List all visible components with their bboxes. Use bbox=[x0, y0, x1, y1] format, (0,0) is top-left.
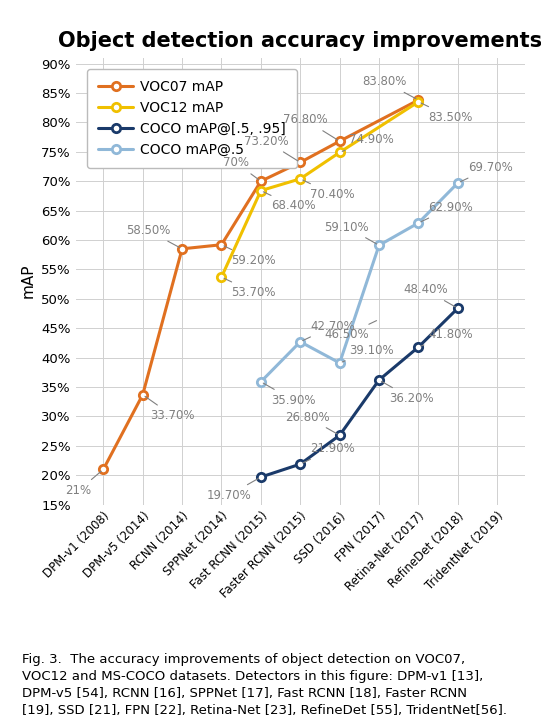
Text: 19.70%: 19.70% bbox=[206, 479, 259, 502]
Text: 69.70%: 69.70% bbox=[460, 161, 512, 182]
Text: 26.80%: 26.80% bbox=[285, 410, 337, 434]
Text: 73.20%: 73.20% bbox=[244, 135, 298, 161]
Text: 76.80%: 76.80% bbox=[283, 113, 337, 140]
Text: 35.90%: 35.90% bbox=[263, 383, 315, 407]
Text: 21.90%: 21.90% bbox=[303, 442, 355, 463]
Text: 33.70%: 33.70% bbox=[145, 397, 195, 423]
Text: 36.20%: 36.20% bbox=[381, 381, 433, 404]
Text: Fig. 3.  The accuracy improvements of object detection on VOC07,
VOC12 and MS-CO: Fig. 3. The accuracy improvements of obj… bbox=[22, 653, 506, 717]
Text: 83.80%: 83.80% bbox=[362, 75, 416, 99]
Text: 59.10%: 59.10% bbox=[325, 221, 377, 244]
Text: 68.40%: 68.40% bbox=[263, 192, 315, 213]
Text: 58.50%: 58.50% bbox=[126, 224, 180, 247]
Y-axis label: mAP: mAP bbox=[21, 264, 36, 298]
Text: 83.50%: 83.50% bbox=[421, 103, 473, 123]
Text: 59.20%: 59.20% bbox=[224, 246, 276, 267]
Text: 39.10%: 39.10% bbox=[342, 344, 394, 362]
Text: 46.50%: 46.50% bbox=[325, 321, 377, 341]
Text: 41.80%: 41.80% bbox=[421, 328, 473, 346]
Legend: VOC07 mAP, VOC12 mAP, COCO mAP@[.5, .95], COCO mAP@.5: VOC07 mAP, VOC12 mAP, COCO mAP@[.5, .95]… bbox=[87, 69, 297, 168]
Text: 48.40%: 48.40% bbox=[404, 283, 456, 307]
Text: 42.70%: 42.70% bbox=[303, 320, 355, 340]
Text: 70%: 70% bbox=[223, 156, 259, 180]
Text: 70.40%: 70.40% bbox=[303, 180, 355, 200]
Text: 53.70%: 53.70% bbox=[224, 278, 276, 299]
Text: 21%: 21% bbox=[65, 472, 101, 497]
Title: Object detection accuracy improvements: Object detection accuracy improvements bbox=[58, 30, 541, 50]
Text: 62.90%: 62.90% bbox=[421, 201, 473, 222]
Text: 74.90%: 74.90% bbox=[342, 133, 394, 151]
